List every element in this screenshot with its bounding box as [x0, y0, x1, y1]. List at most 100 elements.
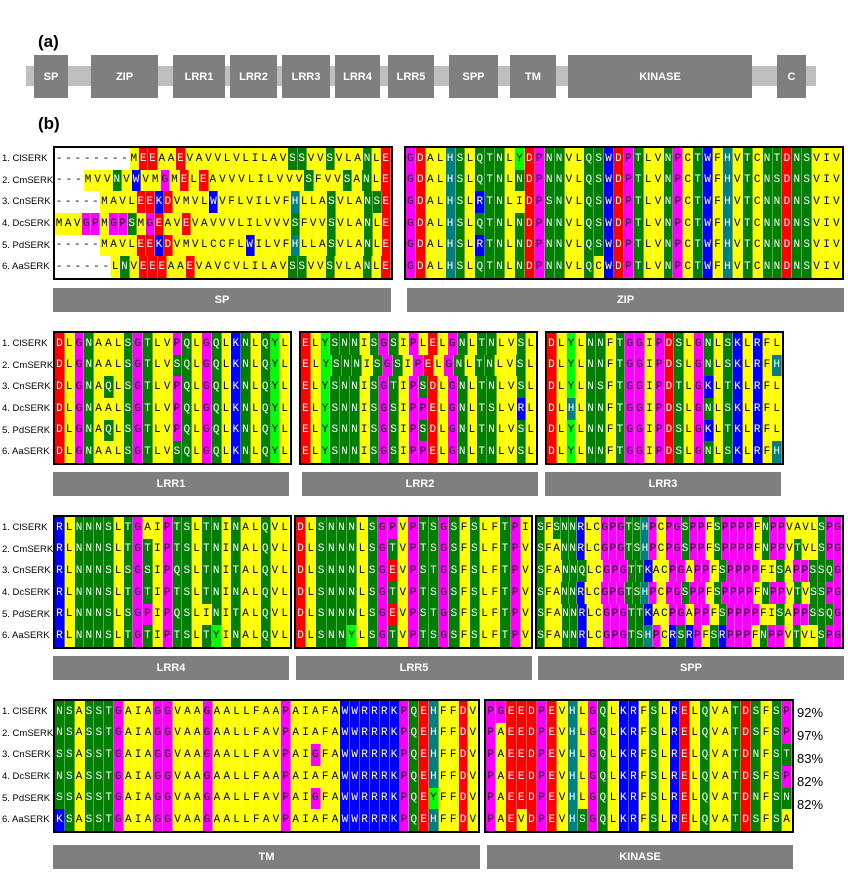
species-name: 1. ClSERK	[2, 152, 48, 164]
region-label-tm: TM	[53, 845, 480, 869]
residue-cell: K	[231, 441, 242, 463]
residue-cell: P	[735, 625, 744, 647]
residue-cell: P	[665, 582, 674, 604]
residue-cell: L	[64, 354, 75, 377]
residue-cell: S	[544, 191, 555, 213]
residue-cell: W	[209, 191, 219, 213]
residue-cell: N	[703, 441, 714, 463]
residue-cell: N	[120, 256, 130, 278]
residue-cell: L	[192, 538, 202, 561]
residue-cell: P	[654, 376, 665, 398]
residue-cell: P	[281, 744, 292, 766]
residue-cell: F	[713, 234, 723, 257]
residue-cell: L	[643, 191, 654, 213]
residue-cell: A	[720, 787, 731, 810]
residue-cell: Q	[598, 701, 609, 723]
residue-cell: V	[118, 234, 128, 257]
residue-cell: M	[100, 234, 110, 257]
residue-cell: A	[553, 538, 562, 561]
residue-cell: L	[608, 744, 619, 766]
residue-cell: S	[103, 560, 114, 582]
residue-cell: L	[306, 560, 317, 582]
residue-cell: G	[114, 744, 124, 766]
residue-cell: F	[251, 766, 262, 788]
residue-cell: A	[291, 701, 302, 723]
residue-cell: N	[792, 169, 803, 192]
residue-cell: S	[516, 376, 527, 398]
residue-cell: N	[663, 169, 674, 192]
residue-cell: S	[418, 603, 429, 626]
residue-cell: A	[781, 809, 792, 831]
residue-cell: E	[182, 213, 192, 235]
residue-cell: N	[586, 419, 596, 442]
residue-cell: R	[55, 517, 65, 539]
residue-cell: A	[261, 744, 272, 766]
residue-cell: N	[349, 333, 360, 355]
residue-cell: L	[608, 809, 619, 831]
residue-cell: N	[340, 333, 350, 355]
residue-cell: P	[172, 376, 183, 398]
residue-cell: A	[685, 603, 694, 626]
residue-cell: L	[465, 191, 476, 213]
residue-cell: N	[349, 441, 360, 463]
residue-cell: Y	[566, 376, 577, 398]
residue-cell: G	[625, 376, 636, 398]
residue-cell: S	[127, 213, 137, 235]
residue-cell: V	[162, 441, 173, 463]
residue-cell: G	[677, 603, 686, 626]
residue-cell: E	[547, 766, 558, 788]
residue-cell: A	[123, 744, 134, 766]
residue-cell: F	[490, 603, 501, 626]
residue-cell: Q	[700, 701, 711, 723]
residue-cell: A	[192, 787, 203, 810]
residue-cell: S	[64, 701, 75, 723]
residue-cell: G	[588, 809, 599, 831]
residue-cell: N	[792, 148, 803, 170]
residue-cell: L	[200, 234, 210, 257]
residue-cell: N	[55, 766, 65, 788]
residue-cell: A	[103, 333, 114, 355]
residue-cell: G	[834, 538, 842, 561]
residue-cell: S	[553, 517, 562, 539]
residue-cell: I	[221, 603, 232, 626]
residue-cell: P	[745, 582, 754, 604]
residue-cell: G	[601, 538, 610, 561]
residue-cell: Q	[260, 398, 271, 420]
residue-cell: G	[201, 419, 212, 442]
residue-cell: L	[585, 517, 594, 539]
residue-cell: F	[605, 398, 616, 420]
residue-cell: L	[64, 582, 75, 604]
residue-cell: F	[639, 744, 650, 766]
residue-cell: A	[291, 744, 302, 766]
residue-cell: Y	[320, 398, 331, 420]
residue-cell: P	[826, 517, 835, 539]
residue-cell: E	[516, 787, 527, 810]
residue-cell: D	[415, 213, 426, 235]
residue-cell: L	[526, 441, 536, 463]
residue-cell: N	[55, 722, 65, 745]
residue-cell: G	[406, 213, 416, 235]
residue-cell: L	[192, 441, 202, 463]
residue-cell: Y	[211, 625, 222, 647]
residue-cell: Y	[270, 376, 281, 398]
residue-cell: L	[577, 787, 589, 810]
residue-cell: G	[133, 560, 144, 582]
residue-cell: N	[363, 213, 373, 235]
residue-cell: Y	[566, 333, 577, 355]
residue-cell: F	[438, 809, 449, 831]
residue-cell: G	[133, 333, 144, 355]
residue-cell: V	[831, 191, 842, 213]
residue-cell: S	[367, 582, 378, 604]
residue-cell: T	[615, 354, 626, 377]
residue-cell: F	[705, 538, 714, 561]
residue-cell: T	[500, 517, 511, 539]
residue-cell: I	[822, 234, 832, 257]
residue-cell: I	[221, 517, 232, 539]
residue-cell: A	[291, 787, 302, 810]
residue-cell: -	[73, 148, 83, 170]
